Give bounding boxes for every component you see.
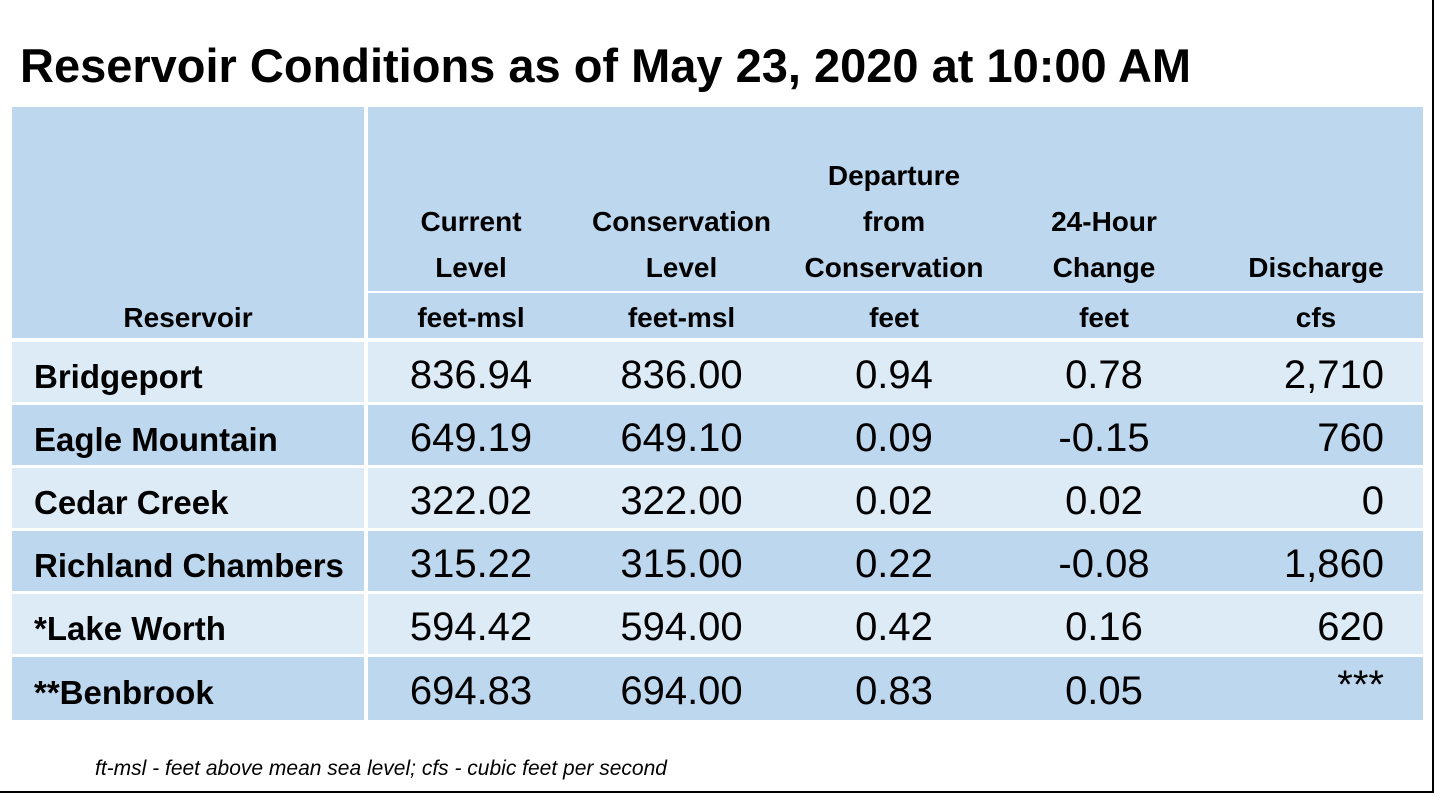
current-level-value: 315.22 [409, 542, 533, 586]
table-row [12, 468, 1423, 528]
change-24h-value: 0.05 [1065, 669, 1143, 713]
change-24h-value: 0.16 [1065, 605, 1143, 649]
discharge-value: 760 [1317, 416, 1384, 460]
header-unit-divider [368, 291, 1423, 293]
discharge-value: 620 [1317, 605, 1384, 649]
change-24h-value: 0.02 [1065, 479, 1143, 523]
current-level-value: 836.94 [409, 353, 533, 397]
discharge-header: Discharge [1248, 252, 1384, 283]
reservoir-name: *Lake Worth [34, 610, 226, 647]
current-level-value: 649.19 [409, 416, 533, 460]
departure-value: 0.83 [855, 669, 933, 713]
discharge-value: *** [1337, 663, 1384, 707]
footnote: ft-msl - feet above mean sea level; cfs … [95, 757, 667, 780]
page-title: Reservoir Conditions as of May 23, 2020 … [20, 39, 1192, 92]
departure-value: 0.09 [855, 416, 933, 460]
conservation-level-value: 315.00 [620, 542, 743, 586]
unit-discharge: cfs [1295, 302, 1337, 333]
column-divider [364, 107, 368, 720]
discharge-value: 2,710 [1283, 353, 1384, 397]
conservation-level-value: 836.00 [620, 353, 743, 397]
departure-value: 0.02 [855, 479, 933, 523]
reservoir-name: Bridgeport [34, 358, 203, 395]
change-24h-value: -0.08 [1058, 542, 1150, 586]
discharge-value: 0 [1361, 479, 1384, 523]
current-level-value: 594.42 [409, 605, 533, 649]
conservation-level-value: 694.00 [620, 669, 743, 713]
table-row [12, 531, 1423, 591]
departure-value: 0.22 [855, 542, 933, 586]
table-row [12, 342, 1423, 402]
departure-value: 0.42 [855, 605, 933, 649]
reservoir-table: Reservoir Current Level Conservation Lev… [12, 107, 1423, 720]
table-header [12, 107, 1423, 338]
reservoir-name: Eagle Mountain [34, 421, 278, 458]
departure-header: Departure from Conservation [804, 160, 984, 283]
current-level-value: 322.02 [409, 479, 533, 523]
conservation-level-value: 594.00 [620, 605, 743, 649]
conservation-level-value: 649.10 [620, 416, 743, 460]
change-24h-value: 0.78 [1065, 353, 1143, 397]
unit-conservation-level: feet-msl [627, 302, 736, 333]
current-level-header: Current Level [420, 206, 522, 283]
header-body-divider [12, 338, 1423, 342]
unit-departure: feet [869, 302, 919, 333]
conservation-level-value: 322.00 [620, 479, 743, 523]
conservation-level-header: Conservation Level [592, 206, 771, 283]
table-row [12, 594, 1423, 654]
current-level-value: 694.83 [409, 669, 533, 713]
reservoir-name: **Benbrook [34, 674, 214, 711]
unit-current-level: feet-msl [417, 302, 525, 333]
change-24h-value: -0.15 [1058, 416, 1150, 460]
reservoir-column-header: Reservoir [123, 302, 253, 333]
reservoir-name: Richland Chambers [34, 547, 344, 584]
change-24h-header: 24-Hour Change [1051, 206, 1157, 283]
discharge-value: 1,860 [1283, 542, 1384, 586]
table-row [12, 657, 1423, 720]
unit-change-24h: feet [1079, 302, 1129, 333]
reservoir-name: Cedar Creek [34, 484, 229, 521]
table-row [12, 405, 1423, 465]
departure-value: 0.94 [855, 353, 933, 397]
